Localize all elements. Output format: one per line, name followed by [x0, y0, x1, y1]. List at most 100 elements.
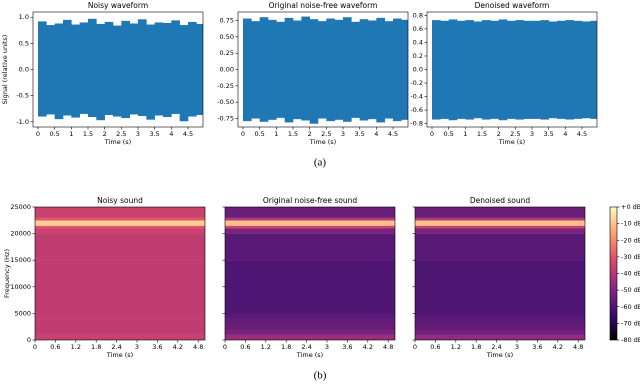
- spectrogram-band: [35, 318, 205, 325]
- x-tick-label: 2.5: [510, 130, 520, 138]
- colorbar-tick-label: -10 dB: [621, 220, 640, 228]
- plot-area: [225, 207, 395, 340]
- x-tick-label: 4.2: [173, 343, 183, 351]
- spectrogram-band: [225, 228, 395, 234]
- spectrogram-band: [225, 225, 395, 229]
- waveform-segment: [171, 20, 180, 114]
- spectrogram-band: [225, 286, 395, 314]
- x-tick-label: 4: [169, 130, 173, 138]
- y-tick-label: 25000: [10, 203, 31, 211]
- x-tick-label: 1.5: [288, 130, 298, 138]
- waveform-segment: [96, 24, 105, 121]
- waveform-segment: [393, 18, 402, 122]
- x-tick-label: 2: [497, 130, 501, 138]
- colorbar-tick-label: -40 dB: [621, 270, 640, 278]
- waveform-segment: [63, 19, 72, 116]
- spectrogram-band: [35, 225, 205, 229]
- waveform-segment: [515, 20, 524, 120]
- y-tick-label: 0.50: [220, 33, 234, 41]
- x-tick-label: 2: [103, 130, 107, 138]
- x-tick-label: 3.5: [354, 130, 364, 138]
- x-tick-label: 4.8: [573, 343, 583, 351]
- x-tick-label: 1.8: [91, 343, 101, 351]
- x-tick-label: 2: [308, 130, 312, 138]
- y-tick-label: 0.0: [19, 66, 29, 74]
- x-tick-label: 3: [341, 130, 345, 138]
- axes-frame: [34, 206, 206, 341]
- spectrogram-band: [415, 286, 585, 314]
- y-tick-label: 15000: [10, 256, 31, 264]
- x-tick-label: 1.2: [71, 343, 81, 351]
- caption: (a): [314, 157, 327, 169]
- x-tick-label: 4.5: [577, 130, 587, 138]
- waveform-segment: [88, 18, 97, 118]
- y-tick-label: -0.4: [410, 93, 423, 101]
- waveform-segment: [251, 21, 260, 119]
- plot-area: [432, 19, 597, 121]
- x-tick-label: 3: [515, 343, 519, 351]
- spectrogram-band: [35, 334, 205, 340]
- y-tick-label: 20000: [10, 230, 31, 238]
- spectrogram-band: [415, 225, 585, 229]
- waveform-segment: [457, 20, 466, 119]
- panel-title: Noisy waveform: [88, 1, 148, 10]
- spectrogram-band: [415, 207, 585, 218]
- x-tick-label: 2.4: [491, 343, 501, 351]
- waveform-segment: [376, 17, 385, 123]
- panel-title: Noisy sound: [97, 196, 143, 205]
- spectrogram-band: [225, 260, 395, 287]
- x-tick-label: 1: [274, 130, 278, 138]
- y-tick-label: -0.2: [410, 79, 423, 87]
- colorbar-tick-label: -70 dB: [621, 319, 640, 327]
- waveform-segment: [188, 21, 197, 117]
- spectrogram-band: [35, 228, 205, 234]
- x-tick-label: 0: [223, 343, 227, 351]
- waveform-segment: [473, 21, 483, 119]
- x-tick-label: 1.5: [477, 130, 487, 138]
- y-tick-label: -0.6: [410, 106, 423, 114]
- spectrogram-band: [415, 324, 585, 330]
- x-tick-label: 2.4: [301, 343, 311, 351]
- waveform-segment: [343, 17, 352, 122]
- waveform-segment: [540, 20, 549, 120]
- panel-title: Denoised waveform: [475, 1, 550, 10]
- waveform-segment: [326, 18, 335, 122]
- spectrogram-band: [415, 217, 585, 221]
- y-tick-label: 5000: [14, 309, 31, 317]
- spectrogram-band: [225, 313, 395, 319]
- x-tick-label: 4.5: [388, 130, 398, 138]
- waveform-segment: [582, 21, 591, 119]
- waveform-segment: [284, 17, 294, 123]
- waveform-segment: [196, 24, 203, 115]
- y-tick-label: -1.0: [16, 118, 29, 126]
- waveform-segment: [276, 21, 285, 118]
- x-tick-label: 1.8: [281, 343, 291, 351]
- x-tick-label: 0.5: [254, 130, 264, 138]
- x-tick-label: 0: [36, 130, 40, 138]
- x-tick-label: 3: [135, 343, 139, 351]
- x-tick-label: 1.2: [261, 343, 271, 351]
- waveform-segment: [548, 21, 558, 119]
- colorbar-tick-label: -20 dB: [621, 236, 640, 244]
- colorbar-tick-label: +0 dB: [621, 203, 640, 211]
- x-tick-label: 0: [430, 130, 434, 138]
- x-tick-label: 0.5: [49, 130, 59, 138]
- x-axis-label: Time (s): [296, 351, 323, 359]
- y-tick-label: 0.75: [220, 16, 234, 24]
- waveform-segment: [318, 21, 327, 119]
- waveform-segment: [440, 20, 449, 119]
- x-tick-label: 1.8: [471, 343, 481, 351]
- waveform-segment: [368, 20, 377, 120]
- waveform-segment: [146, 24, 155, 120]
- x-tick-label: 2.5: [116, 130, 126, 138]
- waveform-segment: [293, 20, 302, 120]
- y-tick-label: -0.8: [410, 120, 423, 128]
- x-tick-label: 0: [33, 343, 37, 351]
- waveform-segment: [154, 22, 164, 116]
- waveform-segment: [432, 20, 441, 120]
- panel-title: Original noise-free sound: [263, 196, 358, 205]
- x-tick-label: 3: [325, 343, 329, 351]
- x-tick-label: 3.6: [532, 343, 542, 351]
- x-tick-label: 3.6: [342, 343, 352, 351]
